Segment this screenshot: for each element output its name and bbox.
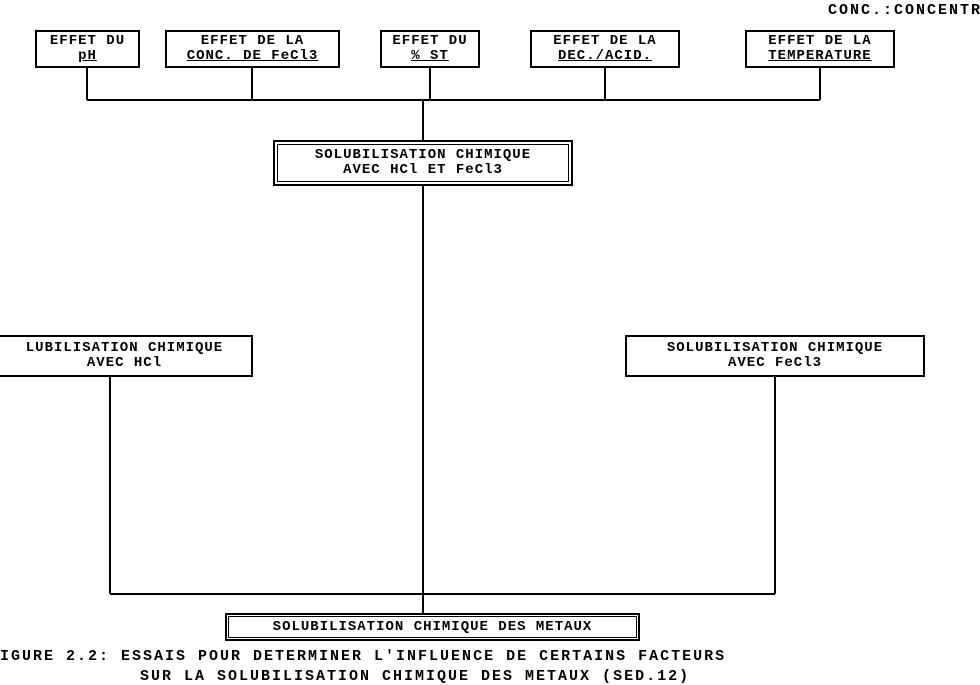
node-line1: EFFET DE LA — [553, 34, 656, 49]
node-solub-fecl3: SOLUBILISATION CHIMIQUE AVEC FeCl3 — [625, 335, 925, 377]
node-line1: EFFET DE LA — [768, 34, 871, 49]
node-line1: SOLUBILISATION CHIMIQUE — [315, 148, 531, 163]
node-central: SOLUBILISATION CHIMIQUE AVEC HCl ET FeCl… — [277, 144, 569, 182]
corner-cut-text: CONC.:CONCENTR — [828, 2, 980, 19]
figure-caption-line2: SUR LA SOLUBILISATION CHIMIQUE DES METAU… — [140, 668, 690, 685]
node-effet-pct-st: EFFET DU % ST — [380, 30, 480, 68]
node-effet-conc-fecl3: EFFET DE LA CONC. DE FeCl3 — [165, 30, 340, 68]
node-line2: % ST — [411, 49, 449, 64]
node-solub-hcl: LUBILISATION CHIMIQUE AVEC HCl — [0, 335, 253, 377]
node-effet-temperature: EFFET DE LA TEMPERATURE — [745, 30, 895, 68]
node-line2: pH — [78, 49, 97, 64]
node-effet-ph: EFFET DU pH — [35, 30, 140, 68]
node-line1: LUBILISATION CHIMIQUE — [26, 341, 223, 356]
node-line1: EFFET DU — [50, 34, 125, 49]
node-line2: AVEC HCl ET FeCl3 — [343, 163, 503, 178]
node-bottom-outer: SOLUBILISATION CHIMIQUE DES METAUX — [225, 613, 640, 641]
figure-caption-line1: IGURE 2.2: ESSAIS POUR DETERMINER L'INFL… — [0, 648, 726, 665]
node-line2: AVEC FeCl3 — [728, 356, 822, 371]
node-bottom: SOLUBILISATION CHIMIQUE DES METAUX — [228, 616, 637, 638]
node-effet-dec-acid: EFFET DE LA DEC./ACID. — [530, 30, 680, 68]
node-line1: EFFET DE LA — [201, 34, 304, 49]
node-line1: SOLUBILISATION CHIMIQUE — [667, 341, 883, 356]
node-line2: AVEC HCl — [87, 356, 162, 371]
flowchart-stage: CONC.:CONCENTR EFFET DU pH EFFET DE LA C… — [0, 0, 980, 685]
node-central-outer: SOLUBILISATION CHIMIQUE AVEC HCl ET FeCl… — [273, 140, 573, 186]
node-line1: EFFET DU — [392, 34, 467, 49]
node-line2: TEMPERATURE — [768, 49, 871, 64]
node-line1: SOLUBILISATION CHIMIQUE DES METAUX — [273, 620, 593, 635]
node-line2: DEC./ACID. — [558, 49, 652, 64]
node-line2: CONC. DE FeCl3 — [187, 49, 319, 64]
